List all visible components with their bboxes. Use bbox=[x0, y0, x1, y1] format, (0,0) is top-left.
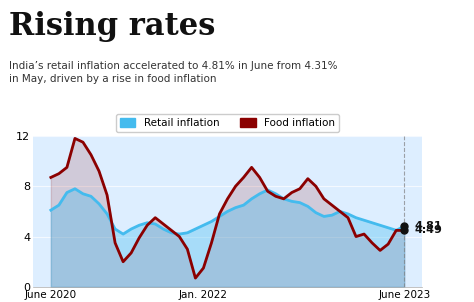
Text: India’s retail inflation accelerated to 4.81% in June from 4.31%
in May, driven : India’s retail inflation accelerated to … bbox=[9, 61, 338, 84]
Legend: Retail inflation, Food inflation: Retail inflation, Food inflation bbox=[116, 114, 339, 132]
Text: Rising rates: Rising rates bbox=[9, 11, 216, 42]
Text: 4.49: 4.49 bbox=[415, 225, 443, 235]
Text: 4.81: 4.81 bbox=[415, 221, 442, 231]
